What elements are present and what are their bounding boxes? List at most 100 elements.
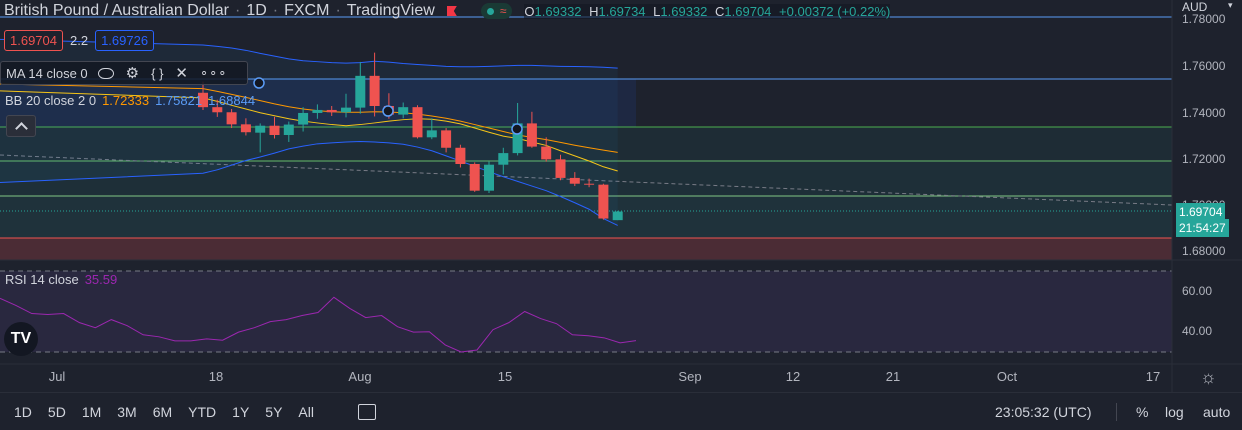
time-tick: Aug: [348, 369, 372, 384]
rsi-pane-background: [0, 260, 1172, 364]
ma-legend[interactable]: MA 14 close 0 ⚙ { } ✕ ∘∘∘: [0, 61, 248, 85]
close-icon[interactable]: ✕: [175, 65, 188, 82]
candle: [569, 172, 580, 187]
candle: [412, 105, 423, 139]
gear-icon[interactable]: ⚙: [125, 65, 140, 82]
range-button-6m[interactable]: 6M: [152, 403, 173, 420]
buy-price-button[interactable]: 1.69726: [95, 30, 155, 51]
more-icon[interactable]: ∘∘∘: [199, 65, 228, 80]
countdown-tag: 21:54:27: [1176, 219, 1229, 237]
candle: [398, 102, 409, 119]
rsi-band: [0, 271, 1172, 352]
range-button-1m[interactable]: 1M: [81, 403, 102, 420]
currency-dropdown-icon[interactable]: ▾: [1228, 0, 1233, 10]
platform-label: TradingView: [346, 2, 435, 19]
bb-label: BB 20 close 2 0: [5, 92, 97, 108]
candle-body: [512, 123, 523, 154]
price-tick: 1.72000: [1182, 152, 1226, 166]
range-button-all[interactable]: All: [298, 403, 314, 420]
candle-body: [598, 184, 609, 219]
zone-green-3: [0, 196, 1172, 238]
range-button-5y[interactable]: 5Y: [265, 403, 283, 420]
bb-upper-line: [0, 38, 618, 69]
candle: [441, 128, 452, 153]
spread-value: 2.2: [70, 33, 89, 48]
source-label: FXCM: [284, 2, 330, 19]
candle-body: [555, 159, 566, 178]
rsi-label: RSI 14 close: [5, 271, 79, 287]
bb-legend[interactable]: BB 20 close 2 0 1.72333 1.75821 1.68844: [5, 88, 255, 112]
candle-body: [355, 75, 366, 108]
candle: [469, 162, 480, 192]
flag-icon[interactable]: [446, 6, 457, 16]
range-button-5d[interactable]: 5D: [47, 403, 66, 420]
tradingview-logo[interactable]: TV: [4, 322, 38, 356]
time-tick: Oct: [996, 369, 1018, 384]
candle-body: [369, 75, 380, 106]
candle: [498, 147, 509, 175]
candle-body: [312, 109, 323, 113]
currency-label[interactable]: AUD: [1182, 0, 1208, 14]
candle: [584, 178, 595, 188]
candle-body: [455, 147, 466, 164]
market-status-icon[interactable]: ≈: [480, 3, 513, 19]
candle-body: [298, 112, 309, 125]
quote-panel: 1.69704 2.2 1.69726: [4, 30, 155, 51]
signal-marker[interactable]: [253, 77, 265, 89]
candle-body: [612, 211, 623, 221]
range-button-1y[interactable]: 1Y: [232, 403, 250, 420]
rsi-tick: 40.00: [1182, 324, 1213, 338]
log-toggle[interactable]: log: [1165, 403, 1184, 420]
candle-body: [412, 107, 423, 138]
time-tick: 21: [885, 369, 901, 384]
candle: [312, 104, 323, 119]
rsi-value: 35.59: [84, 271, 118, 287]
ohlc-readout: O1.69332 H1.69734 L1.69332 C1.69704 +0.0…: [524, 3, 891, 19]
candle-body: [484, 164, 494, 191]
last-price-tag: 1.69704: [1176, 203, 1226, 221]
range-button-ytd[interactable]: YTD: [188, 403, 217, 420]
range-button-1d[interactable]: 1D: [14, 403, 32, 420]
candle: [212, 99, 223, 117]
eye-icon[interactable]: [97, 67, 114, 79]
separator: [1116, 403, 1117, 421]
auto-toggle[interactable]: auto: [1203, 403, 1231, 420]
candle-body: [426, 130, 437, 138]
price-tick: 1.68000: [1182, 244, 1226, 258]
candle-body: [269, 125, 280, 135]
candle-body: [326, 109, 337, 113]
price-tick: 1.74000: [1182, 106, 1226, 120]
sell-price-button[interactable]: 1.69704: [4, 30, 63, 51]
zone-green-1: [0, 127, 1172, 161]
candle-body: [441, 130, 452, 148]
symbol-legend: British Pound / Australian Dollar · 1D ·…: [4, 2, 891, 19]
range-button-3m[interactable]: 3M: [117, 403, 137, 420]
candle: [555, 154, 566, 181]
source-code-icon[interactable]: { }: [151, 65, 164, 81]
rsi-legend[interactable]: RSI 14 close 35.59: [5, 267, 117, 291]
bb-lower-line: [0, 140, 618, 226]
candle: [484, 161, 494, 193]
signal-marker[interactable]: [382, 105, 394, 117]
interval-label[interactable]: 1D: [246, 2, 267, 19]
main-pane-background: [0, 0, 1172, 260]
candle: [355, 61, 366, 114]
signal-marker[interactable]: [511, 123, 523, 135]
candle-body: [469, 164, 480, 191]
candle: [598, 183, 609, 220]
candle: [455, 144, 466, 168]
percent-toggle[interactable]: %: [1136, 403, 1149, 420]
candle-body: [341, 107, 351, 113]
time-axis-settings-icon[interactable]: ☼: [1200, 367, 1217, 387]
clock-label[interactable]: 23:05:32 (UTC): [995, 403, 1092, 420]
candle: [283, 121, 294, 142]
symbol-title[interactable]: British Pound / Australian Dollar: [4, 2, 229, 19]
date-range-icon[interactable]: [357, 403, 376, 420]
candle-body: [226, 112, 237, 125]
candle: [426, 118, 437, 140]
collapse-legend-button[interactable]: [6, 115, 36, 137]
ma-label: MA 14 close 0: [6, 65, 88, 81]
bb-lower-value: 1.68844: [208, 92, 256, 108]
